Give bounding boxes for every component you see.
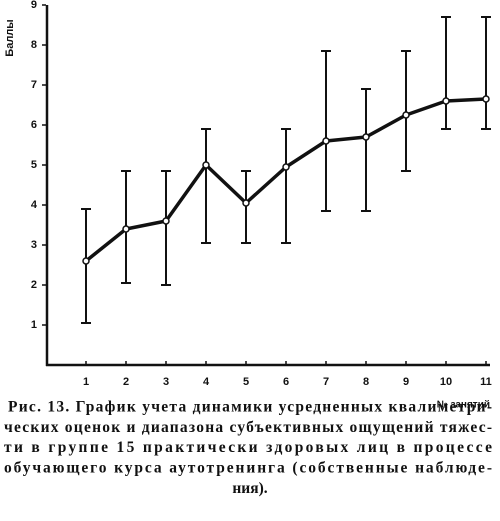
point	[402, 111, 410, 119]
y-tick-label: 5	[31, 159, 37, 171]
x-axis-label: № занятий	[437, 400, 490, 411]
point	[482, 95, 490, 103]
y-axis-label: Баллы	[4, 19, 16, 56]
y-tick-label: 1	[31, 319, 37, 331]
x-tick-label: 2	[123, 376, 129, 388]
error-bar	[81, 208, 91, 324]
error-bar	[441, 16, 451, 130]
y-tick-label: 9	[31, 0, 37, 11]
caption-line: ния).	[232, 480, 267, 497]
x-tick-label: 10	[440, 376, 452, 388]
x-tick-label: 9	[403, 376, 409, 388]
x-tick-label: 7	[323, 376, 329, 388]
point	[282, 163, 290, 171]
error-bar	[401, 50, 411, 172]
x-tick-label: 11	[480, 376, 492, 388]
point	[202, 161, 210, 169]
caption-line: ческих оценок и диапазона субъективных о…	[4, 419, 492, 436]
point	[122, 225, 130, 233]
error-bar	[281, 128, 291, 244]
y-tick-label: 3	[31, 239, 37, 251]
error-bar	[361, 88, 371, 212]
point	[82, 257, 90, 265]
x-tick-label: 4	[203, 376, 210, 388]
point	[242, 199, 250, 207]
caption-line: обучающего курса аутотренинга (собственн…	[4, 459, 492, 476]
point	[362, 133, 370, 141]
error-bar	[321, 50, 331, 212]
y-tick-label: 2	[31, 279, 37, 291]
error-bar	[241, 170, 251, 244]
x-tick-label: 1	[83, 376, 89, 388]
error-bar	[201, 128, 211, 244]
error-bar	[161, 170, 171, 286]
x-tick-label: 3	[163, 376, 169, 388]
y-tick-label: 8	[31, 39, 37, 51]
y-tick-label: 6	[31, 119, 37, 131]
point	[442, 97, 450, 105]
point	[162, 217, 170, 225]
y-tick-label: 4	[31, 199, 38, 211]
x-tick-label: 8	[363, 376, 369, 388]
caption-line: ти в группе 15 практически здоровых лиц …	[4, 439, 492, 456]
y-tick-label: 7	[31, 79, 37, 91]
x-tick-label: 5	[243, 376, 249, 388]
error-bar	[481, 16, 491, 130]
point	[322, 137, 330, 145]
x-tick-label: 6	[283, 376, 289, 388]
caption-line: Рис. 13. График учета динамики усредненн…	[8, 399, 492, 416]
